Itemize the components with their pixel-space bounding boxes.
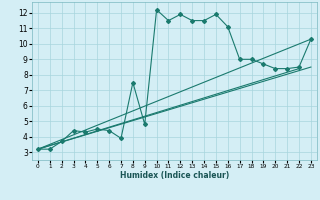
- X-axis label: Humidex (Indice chaleur): Humidex (Indice chaleur): [120, 171, 229, 180]
